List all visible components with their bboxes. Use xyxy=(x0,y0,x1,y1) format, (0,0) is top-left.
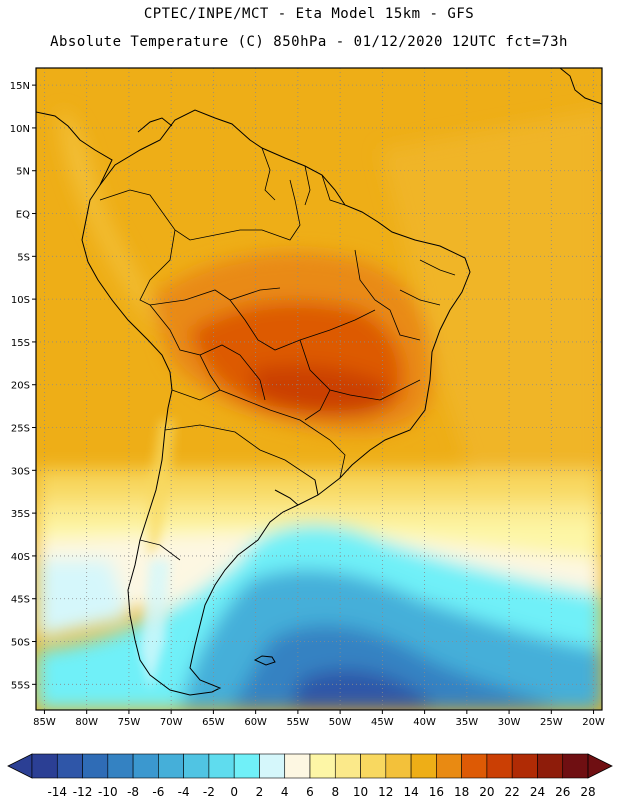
colorbar-label: -14 xyxy=(47,785,67,799)
latitude-tick-label: 40S xyxy=(11,552,30,563)
longitude-tick-label: 20W xyxy=(582,717,605,728)
colorbar-swatch xyxy=(208,753,235,779)
colorbar-label: 12 xyxy=(378,785,393,799)
longitude-tick-label: 65W xyxy=(202,717,225,728)
colorbar-high-arrow xyxy=(587,753,613,779)
colorbar-swatch xyxy=(82,753,109,779)
political-borders xyxy=(99,147,456,561)
colorbar-label: 2 xyxy=(256,785,264,799)
colorbar-swatch xyxy=(31,753,58,779)
temperature-colorbar xyxy=(7,753,613,779)
latitude-tick-label: 50S xyxy=(11,638,30,649)
latitude-tick-label: 45S xyxy=(11,595,30,606)
colorbar-swatch xyxy=(360,753,387,779)
colorbar-label: -12 xyxy=(73,785,93,799)
colorbar-swatch xyxy=(511,753,538,779)
latitude-tick-label: 10N xyxy=(10,124,30,135)
longitude-tick-label: 70W xyxy=(160,717,183,728)
colorbar-label: 18 xyxy=(454,785,469,799)
colorbar-label: 24 xyxy=(530,785,545,799)
colorbar-swatch xyxy=(537,753,564,779)
colorbar-label: 14 xyxy=(403,785,418,799)
colorbar-swatch xyxy=(385,753,412,779)
colorbar-swatch xyxy=(158,753,184,779)
longitude-tick-labels: 85W 80W 75W 70W 65W 60W 55W 50W 45W 40W 35W 30W 25W 2… xyxy=(33,710,605,728)
colorbar-label: -8 xyxy=(127,785,139,799)
longitude-tick-label: 85W xyxy=(33,717,56,728)
longitude-tick-label: 60W xyxy=(244,717,267,728)
colorbar-label: -4 xyxy=(178,785,190,799)
latitude-tick-label: 20S xyxy=(11,381,30,392)
colorbar-label: -2 xyxy=(203,785,215,799)
colorbar-label: 16 xyxy=(429,785,444,799)
longitude-tick-label: 30W xyxy=(498,717,521,728)
colorbar-label: 4 xyxy=(281,785,289,799)
colorbar-label: 26 xyxy=(555,785,570,799)
latitude-tick-label: 55S xyxy=(11,680,30,691)
colorbar-label: 10 xyxy=(353,785,368,799)
latitude-tick-label: EQ xyxy=(16,210,30,221)
map-frame xyxy=(35,67,603,711)
colorbar-label: 8 xyxy=(331,785,339,799)
coastlines xyxy=(36,68,602,696)
colorbar-label: -10 xyxy=(98,785,118,799)
latitude-tick-label: 5N xyxy=(16,167,30,178)
longitude-tick-label: 45W xyxy=(371,717,394,728)
longitude-tick-label: 55W xyxy=(287,717,310,728)
colorbar-swatch xyxy=(284,753,311,779)
colorbar-swatch xyxy=(410,753,437,779)
longitude-tick-label: 50W xyxy=(329,717,352,728)
colorbar-swatch xyxy=(107,753,134,779)
colorbar-swatch xyxy=(132,753,159,779)
colorbar-swatch xyxy=(309,753,336,779)
colorbar-label: 6 xyxy=(306,785,314,799)
temperature-field xyxy=(36,68,602,710)
colorbar-tick-labels: -14 -12 -10 -8 -6 -4 -2 0 2 4 6 8 10 12 14 16 18 20 22 24 26… xyxy=(47,785,595,799)
latitude-tick-label: 30S xyxy=(11,466,30,477)
latitude-tick-label: 15N xyxy=(10,81,30,92)
colorbar-swatch xyxy=(233,753,260,779)
colorbar-swatch xyxy=(461,753,488,779)
colorbar-label: 22 xyxy=(505,785,520,799)
latitude-tick-label: 10S xyxy=(11,295,30,306)
latitude-tick-labels: 15N 10N 5N EQ 5S 10S 15S 20S 25S 30S 35S 40S 45S 50S 5… xyxy=(10,81,36,691)
longitude-tick-label: 25W xyxy=(540,717,563,728)
latitude-tick-label: 25S xyxy=(11,424,30,435)
colorbar-swatch xyxy=(56,753,83,779)
colorbar-label: -6 xyxy=(152,785,164,799)
colorbar-swatch xyxy=(259,753,286,779)
longitude-tick-label: 80W xyxy=(75,717,98,728)
colorbar-swatch xyxy=(436,753,462,779)
colorbar-swatch xyxy=(562,753,589,779)
colorbar-low-arrow xyxy=(7,753,33,779)
colorbar-swatch xyxy=(334,753,361,779)
longitude-tick-label: 35W xyxy=(456,717,479,728)
latitude-tick-label: 15S xyxy=(11,338,30,349)
map-title-line-2: Absolute Temperature (C) 850hPa - 01/12/… xyxy=(50,34,568,50)
latitude-tick-label: 35S xyxy=(11,509,30,520)
longitude-tick-label: 40W xyxy=(413,717,436,728)
colorbar-label: 20 xyxy=(479,785,494,799)
colorbar-label: 28 xyxy=(580,785,595,799)
longitude-tick-label: 75W xyxy=(118,717,141,728)
colorbar-swatch xyxy=(486,753,513,779)
latitude-tick-label: 5S xyxy=(17,252,30,263)
colorbar-swatch xyxy=(183,753,210,779)
map-title-line-1: CPTEC/INPE/MCT - Eta Model 15km - GFS xyxy=(143,6,475,22)
colorbar-label: 0 xyxy=(230,785,238,799)
